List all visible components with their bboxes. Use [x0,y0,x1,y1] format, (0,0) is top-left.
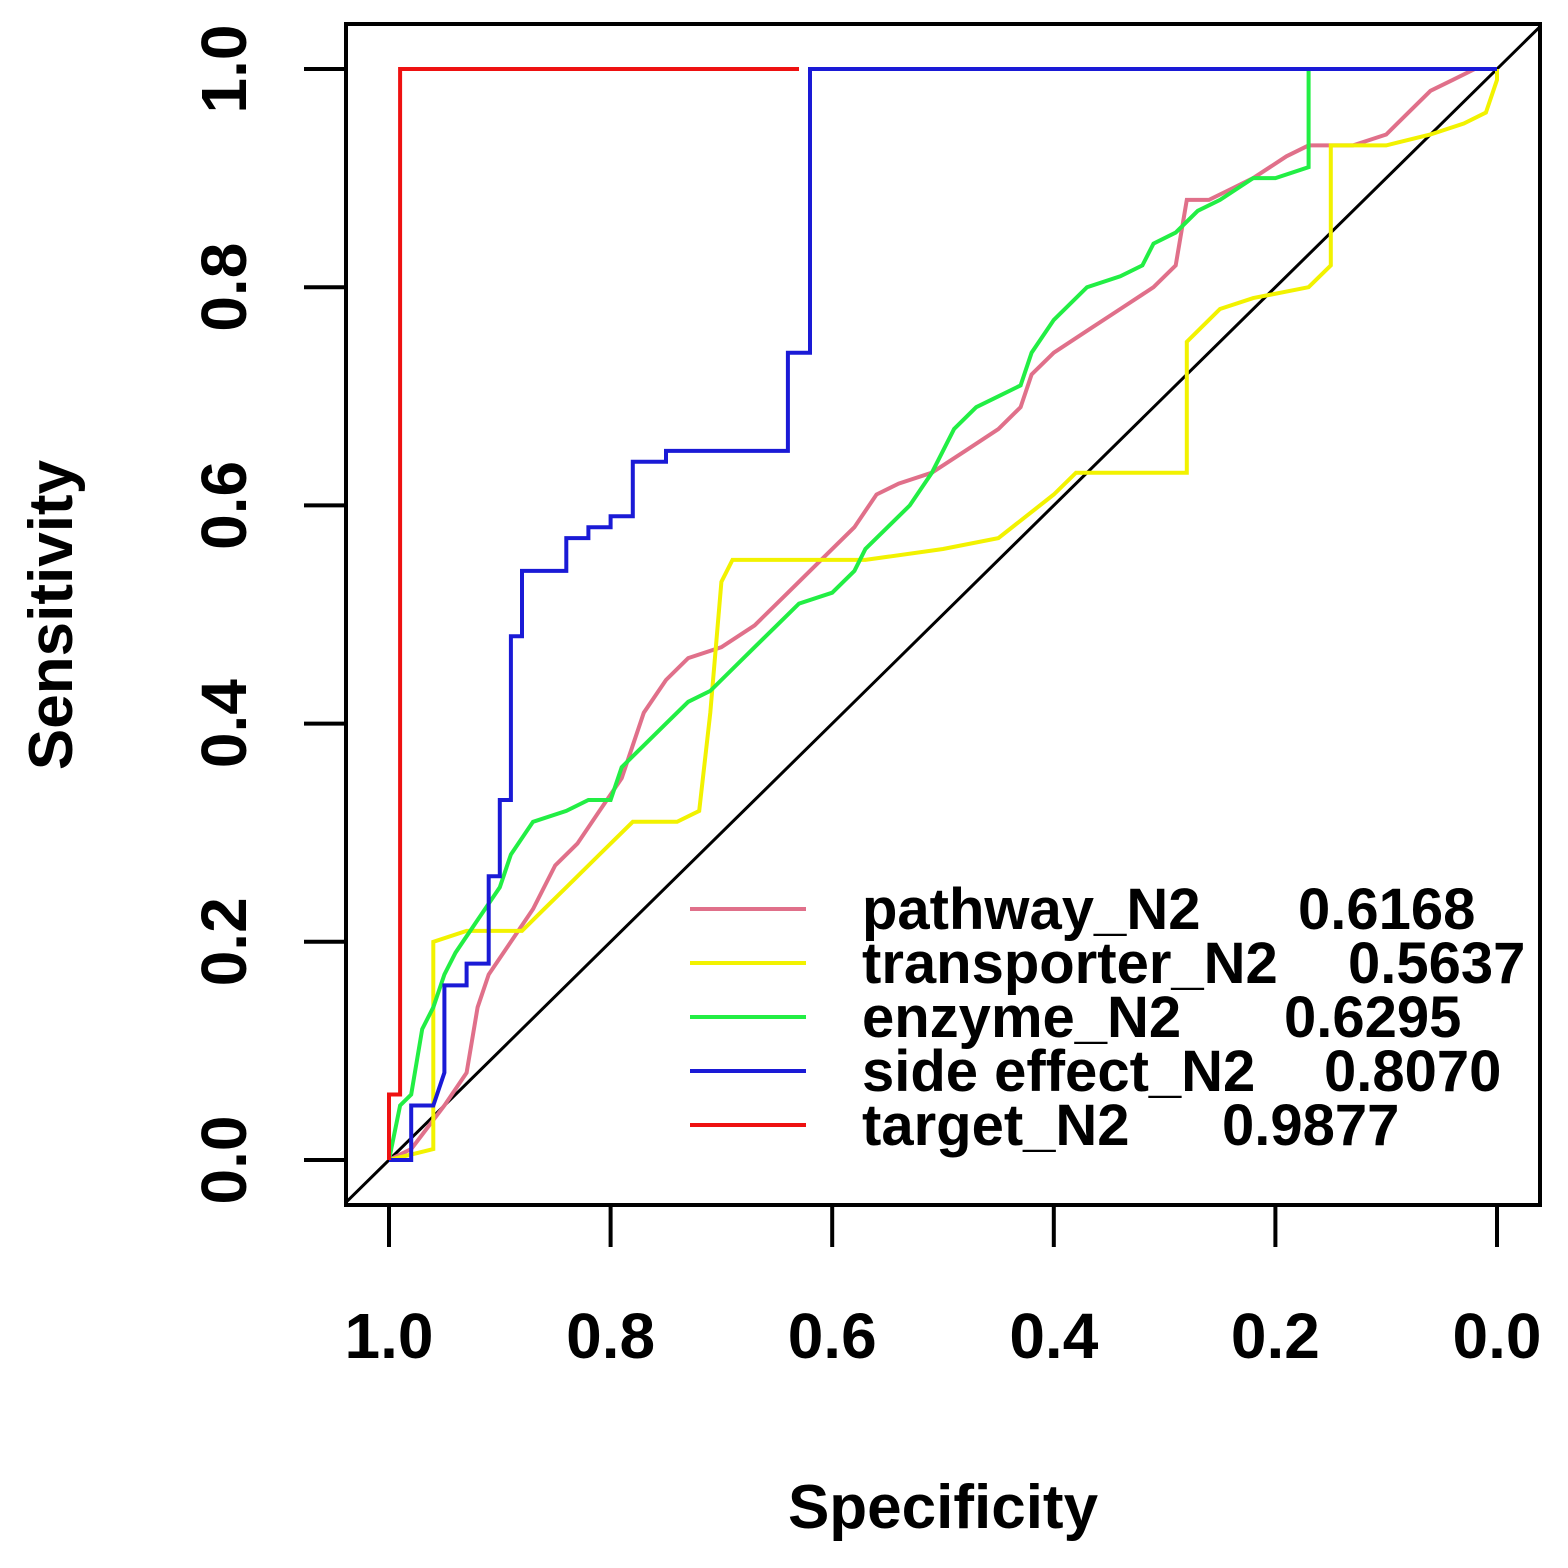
x-tick-label: 0.8 [566,1300,655,1372]
plot-frame [344,22,1542,1207]
y-tick-label: 0.2 [188,897,260,986]
legend-series-name: target_N2 [862,1093,1130,1158]
legend-auc-value: 0.9877 [1222,1093,1399,1158]
x-tick-label: 0.2 [1231,1300,1320,1372]
chance-diagonal-line [346,25,1540,1204]
series-line-transporter-n2 [388,69,1499,1162]
legend-auc-value: 0.5637 [1348,931,1525,996]
y-tick-label: 0.4 [188,679,260,768]
y-tick-label: 0.6 [188,461,260,550]
x-axis-title: Specificity [788,1473,1099,1542]
y-tick-label: 0.8 [188,243,260,332]
legend-series-name: enzyme_N2 [862,985,1181,1050]
series-line-side-effect-n2 [389,67,1497,1162]
series-layer [387,67,1499,1162]
legend-auc-value: 0.8070 [1324,1039,1501,1104]
x-tick-label: 0.6 [788,1300,877,1372]
legend: pathway_N2 0.6168 transporter_N2 0.5637 enzy… [690,877,1525,1158]
series-line-enzyme-n2 [387,67,1497,1161]
y-tick-label: 0.0 [188,1116,260,1205]
series-line-target-n2 [387,67,799,1160]
legend-auc-value: 0.6295 [1284,985,1461,1050]
x-tick-label: 1.0 [345,1300,434,1372]
x-tick-label: 0.4 [1009,1300,1098,1372]
legend-series-name: pathway_N2 [862,877,1200,942]
y-axis: 0.0 0.2 0.4 0.6 0.8 1.0 [188,25,346,1205]
legend-series-name: transporter_N2 [862,931,1278,996]
y-tick-label: 1.0 [188,25,260,114]
y-axis-title: Sensitivity [17,459,86,770]
x-tick-label: 0.0 [1453,1300,1542,1372]
legend-auc-value: 0.6168 [1298,877,1475,942]
legend-series-name: side effect_N2 [862,1039,1255,1104]
x-axis: 1.0 0.8 0.6 0.4 0.2 0.0 [345,1205,1542,1372]
